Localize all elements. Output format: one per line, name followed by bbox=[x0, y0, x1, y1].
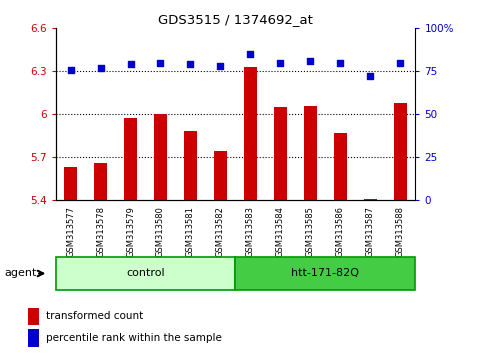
Bar bbox=[304, 105, 317, 200]
Point bbox=[127, 62, 134, 67]
Text: GSM313582: GSM313582 bbox=[216, 206, 225, 257]
Point bbox=[277, 60, 284, 65]
Point bbox=[156, 60, 164, 65]
Text: percentile rank within the sample: percentile rank within the sample bbox=[46, 333, 222, 343]
Bar bbox=[94, 163, 107, 200]
Text: GSM313587: GSM313587 bbox=[366, 206, 375, 257]
Text: GSM313577: GSM313577 bbox=[66, 206, 75, 257]
Point bbox=[367, 74, 374, 79]
Bar bbox=[184, 131, 197, 200]
Point bbox=[186, 62, 194, 67]
Point bbox=[337, 60, 344, 65]
Text: GSM313579: GSM313579 bbox=[126, 206, 135, 257]
FancyBboxPatch shape bbox=[236, 257, 415, 290]
Bar bbox=[394, 103, 407, 200]
Text: agent: agent bbox=[5, 268, 37, 279]
Text: GSM313588: GSM313588 bbox=[396, 206, 405, 257]
Point bbox=[397, 60, 404, 65]
Bar bbox=[154, 114, 167, 200]
Text: transformed count: transformed count bbox=[46, 312, 143, 321]
Point bbox=[67, 67, 74, 72]
Point bbox=[247, 51, 255, 57]
Text: GSM313578: GSM313578 bbox=[96, 206, 105, 257]
Text: GSM313583: GSM313583 bbox=[246, 206, 255, 257]
Text: GSM313584: GSM313584 bbox=[276, 206, 285, 257]
Bar bbox=[213, 152, 227, 200]
Point bbox=[216, 63, 224, 69]
Bar bbox=[334, 133, 347, 200]
Text: GSM313586: GSM313586 bbox=[336, 206, 345, 257]
Bar bbox=[28, 308, 40, 325]
Text: GSM313585: GSM313585 bbox=[306, 206, 315, 257]
Point bbox=[97, 65, 104, 71]
Bar bbox=[364, 199, 377, 200]
Title: GDS3515 / 1374692_at: GDS3515 / 1374692_at bbox=[158, 13, 313, 26]
Bar bbox=[244, 67, 257, 200]
FancyBboxPatch shape bbox=[56, 257, 236, 290]
Bar bbox=[64, 167, 77, 200]
Point bbox=[307, 58, 314, 64]
Bar bbox=[274, 107, 287, 200]
Text: htt-171-82Q: htt-171-82Q bbox=[291, 268, 359, 279]
Text: control: control bbox=[126, 268, 165, 279]
Text: GSM313581: GSM313581 bbox=[186, 206, 195, 257]
Bar bbox=[28, 329, 40, 347]
Text: GSM313580: GSM313580 bbox=[156, 206, 165, 257]
Bar bbox=[124, 119, 137, 200]
